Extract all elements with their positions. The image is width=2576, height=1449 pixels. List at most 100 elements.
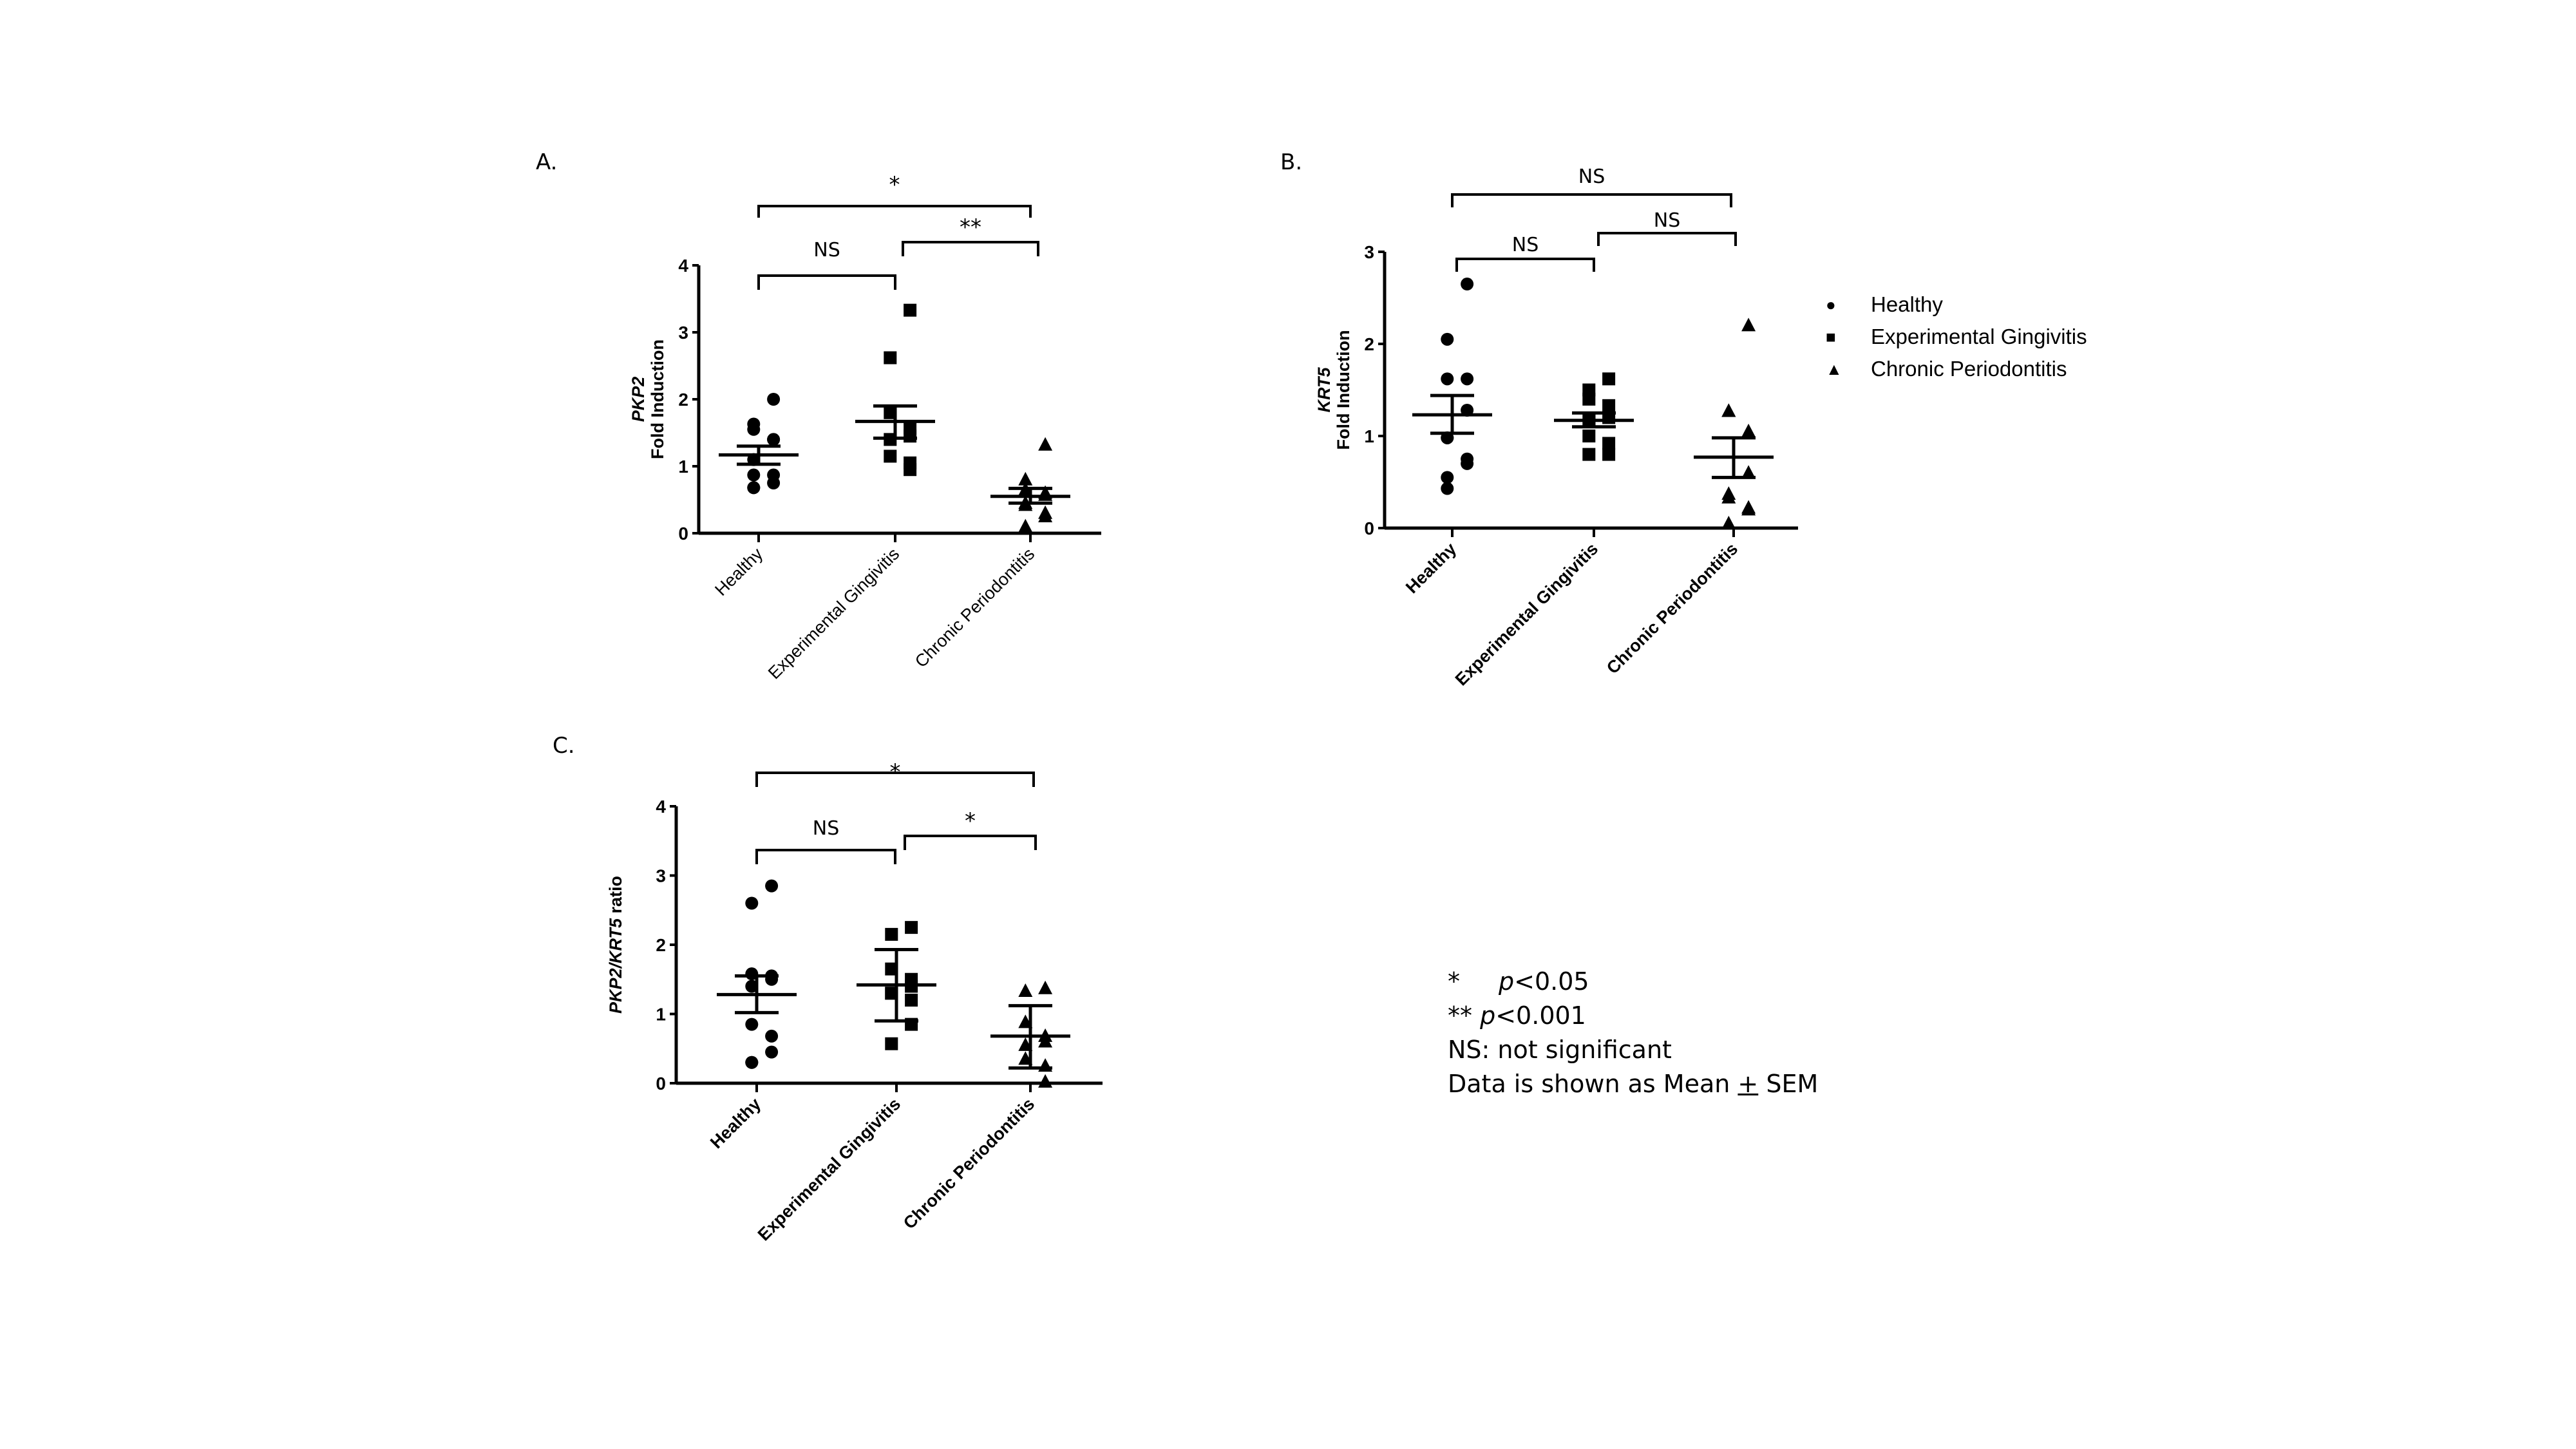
significance-label: * [890,759,901,785]
y-tick-label: 0 [1364,518,1374,538]
data-point-square [905,994,918,1007]
data-point-circle [767,393,781,406]
data-point-circle [745,1056,759,1069]
data-point-triangle [1741,502,1756,516]
data-point-circle [1461,457,1474,470]
data-point-circle [1441,332,1454,346]
data-point-circle [747,481,761,495]
chart-panel-a: 0 1 2 3 4 PKP2 Fold Induction HealthyExperiment… [629,172,1101,683]
significance-label: NS [1578,166,1605,188]
note-ns: NS: not significant [1448,1036,1672,1064]
significance-label: ** [960,214,981,240]
panel-label-c: C. [553,733,575,759]
data-point-square [904,303,917,317]
square-icon: ■ [1826,327,1836,346]
data-point-circle [747,468,761,482]
significance-bracket [1451,193,1732,207]
data-point-triangle [1038,509,1053,522]
y-tick-label: 3 [656,866,666,886]
significance-label: * [965,808,976,834]
data-point-square [885,1037,898,1050]
y-axis-label: PKP2 [629,377,648,422]
data-point-square [884,406,897,419]
data-point-square [885,987,898,1000]
legend: ● Healthy ■ Experimental Gingivitis ▲ Ch… [1826,289,2087,385]
y-tick-label: 2 [678,390,688,410]
data-point-square [905,921,918,934]
data-point-circle [745,980,759,993]
data-point-square [1602,448,1616,461]
data-point-triangle [1018,518,1033,533]
data-point-circle [767,433,781,446]
chart-panel-b: 0 1 2 3 KRT5 Fold Induction HealthyExperimenta… [1314,166,1798,689]
x-tick-label: Healthy [706,1094,764,1152]
note-p0001: ** p<0.001 [1448,1001,1586,1030]
data-point-square [1582,430,1596,442]
data-point-square [1582,392,1596,406]
legend-label: Chronic Periodontitis [1871,357,2067,381]
chart-panel-c: 0 1 2 3 4 PKP2/KRT5 ratio HealthyExperimental … [606,759,1103,1244]
significance-label: NS [1512,234,1539,256]
note-mean-sem: Data is shown as Mean + SEM [1448,1070,1819,1098]
significance-bracket [757,274,896,290]
data-point-circle [747,422,761,436]
significance-bracket [755,849,896,864]
panel-label-b: B. [1280,149,1303,175]
data-point-square [904,463,917,477]
significance-label: * [889,172,900,198]
data-point-triangle [1038,980,1053,994]
significance-bracket [904,835,1037,850]
x-tick-label: Experimental Gingivitis [754,1094,904,1244]
data-point-triangle [1741,423,1756,437]
significance-bracket [902,241,1039,256]
data-point-circle [765,879,779,893]
panel-label-a: A. [536,149,558,175]
significance-bracket [1597,232,1737,246]
legend-label: Healthy [1871,292,1943,316]
data-point-triangle [1038,1034,1053,1048]
significance-label: NS [813,239,840,261]
significance-label: NS [1654,209,1680,232]
data-point-square [885,962,898,976]
data-point-triangle [1038,1058,1053,1072]
data-point-square [1602,437,1616,450]
data-point-triangle [1721,515,1736,529]
data-point-triangle [1038,437,1053,451]
x-tick-label: Chronic Periodontitis [911,544,1038,671]
x-tick-label: Experimental Gingivitis [1452,539,1602,689]
x-tick-label: Chronic Periodontitis [900,1094,1038,1233]
data-point-square [904,430,917,443]
data-point-triangle [1018,983,1033,998]
data-point-square [884,450,897,463]
y-tick-label: 0 [678,524,688,544]
data-point-circle [745,1018,759,1031]
y-tick-label: 3 [678,323,688,343]
significance-bracket [755,772,1035,787]
data-point-triangle [1741,317,1756,332]
legend-label: Experimental Gingivitis [1871,325,2087,348]
y-tick-label: 1 [656,1005,666,1025]
data-point-circle [1441,372,1454,386]
data-point-circle [765,1029,779,1043]
data-point-circle [1441,471,1454,484]
legend-item-chronic-periodontitis: ▲ Chronic Periodontitis [1826,353,2087,385]
y-tick-label: 2 [656,935,666,955]
data-point-square [885,927,898,941]
y-axis-label-line2: Fold Induction [1334,330,1353,450]
data-point-triangle [1038,1074,1053,1088]
data-point-triangle [1741,465,1756,479]
data-point-circle [1441,482,1454,495]
data-point-triangle [1018,471,1033,486]
y-tick-label: 3 [1364,242,1374,262]
data-point-square [884,351,897,365]
data-point-circle [745,896,759,910]
note-p005: * p<0.05 [1448,967,1589,996]
circle-icon: ● [1826,295,1836,314]
significance-bracket [1455,258,1595,272]
y-axis-label: PKP2/KRT5 ratio [606,876,625,1014]
data-point-circle [1461,372,1474,386]
data-point-circle [765,1045,779,1059]
x-tick-label: Healthy [711,544,766,600]
x-tick-label: Experimental Gingivitis [764,544,903,683]
significance-bracket [757,205,1032,218]
